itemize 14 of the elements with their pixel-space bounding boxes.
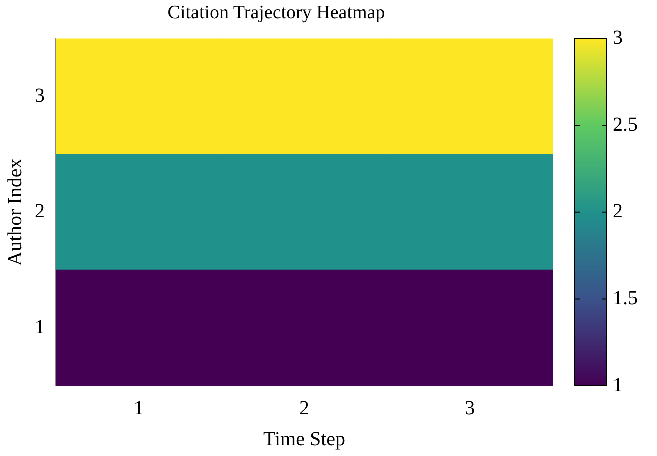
y-axis-title: Author Index xyxy=(4,158,26,266)
x-tick-label: 3 xyxy=(465,397,476,420)
color-bar-label: 3 xyxy=(613,27,623,50)
y-tick-label: 3 xyxy=(35,84,45,107)
x-axis-title: Time Step xyxy=(263,428,346,450)
x-tick-label: 1 xyxy=(134,397,144,420)
x-tick-label: 2 xyxy=(300,397,310,420)
chart-title: Citation Trajectory Heatmap xyxy=(168,2,386,24)
color-bar-label: 1 xyxy=(613,374,623,396)
color-bar-label: 2.5 xyxy=(613,114,638,136)
color-bar-label: 1.5 xyxy=(613,287,638,310)
color-bar-label: 2 xyxy=(613,200,623,223)
y-tick-label: 2 xyxy=(35,200,45,223)
y-tick-label: 1 xyxy=(35,316,45,338)
